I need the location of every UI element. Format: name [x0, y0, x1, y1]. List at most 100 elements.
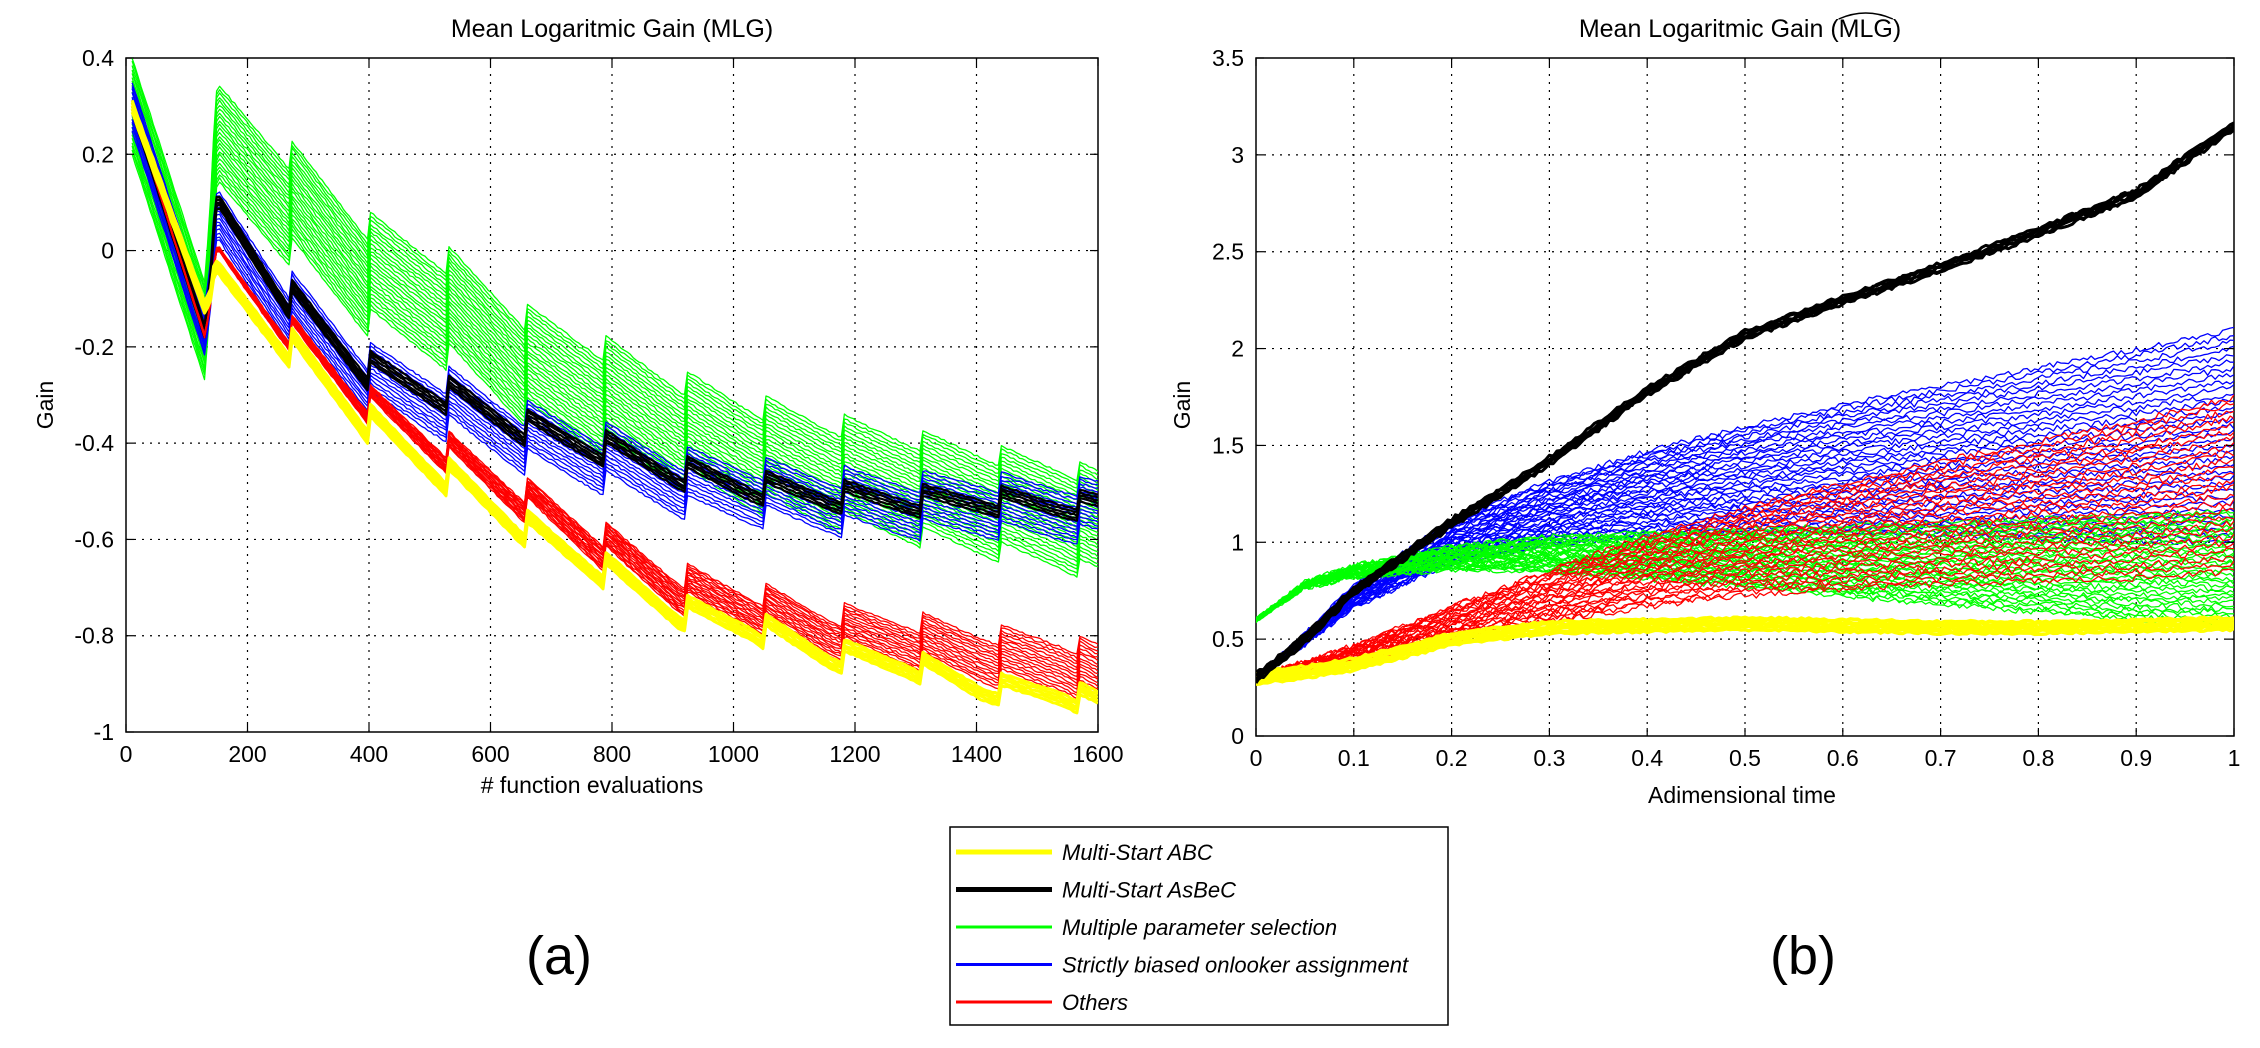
chart-b-series-line	[1256, 466, 2234, 680]
chart-b-series-line	[1256, 544, 2234, 623]
chart-b-series-line	[1256, 622, 2234, 682]
chart-a-series-line	[131, 131, 1098, 556]
chart-a-title: Mean Logaritmic Gain (MLG)	[451, 15, 773, 43]
chart-a-x-tick-label: 1400	[951, 741, 1002, 767]
chart-a-x-tick-label: 0	[120, 741, 133, 767]
chart-b-x-axis-label: Adimensional time	[1648, 782, 1836, 808]
chart-a-series-line	[131, 58, 1098, 482]
chart-b-y-tick-label: 2	[1231, 336, 1244, 362]
chart-b-x-tick-label: 0.1	[1338, 745, 1370, 771]
chart-b-series-line	[1256, 511, 2234, 621]
legend-entry-others: Others	[956, 990, 1128, 1015]
chart-b-series-line	[1256, 565, 2234, 626]
panel-label-a: (a)	[526, 926, 592, 986]
legend-label: Strictly biased onlooker assignment	[1062, 953, 1409, 978]
chart-a-series-line	[130, 108, 1098, 711]
chart-a-series-line	[131, 69, 1098, 494]
chart-a-series-line	[131, 88, 1098, 513]
chart-b-x-tick-label: 0.8	[2022, 745, 2054, 771]
chart-b-x-tick-label: 0.6	[1827, 745, 1859, 771]
chart-a-series-line	[131, 84, 1098, 510]
chart-b-series-line	[1256, 421, 2234, 679]
chart-b-series-line	[1256, 617, 2234, 677]
chart-a-series-line	[131, 112, 1098, 522]
chart-a-x-tick-label: 800	[593, 741, 631, 767]
chart-b: 0 0.1 0.2 0.3 0.4 0.5 0.6 0.7 0.8 0.9 1 3.5 3 2.5 2 1.5…	[1169, 12, 2240, 808]
chart-b-y-tick-label: 2.5	[1212, 239, 1244, 265]
chart-a-x-tick-label: 1200	[829, 741, 880, 767]
legend-entry-multi-start-asbec: Multi-Start AsBeC	[956, 878, 1236, 903]
chart-a-series-line	[131, 111, 1098, 528]
chart-a-series-line	[131, 91, 1098, 516]
chart-a-x-tick-label: 200	[228, 741, 266, 767]
chart-b-series-line	[1256, 615, 2234, 674]
chart-a-series-line	[131, 106, 1098, 517]
chart-b-series-line	[1256, 373, 2234, 679]
chart-a-series-line	[131, 65, 1098, 489]
chart-a-series-line	[131, 100, 1098, 525]
chart-a-y-tick-label: -1	[94, 719, 114, 745]
chart-a-y-tick-label: 0	[101, 238, 114, 264]
chart-b-y-tick-label: 0.5	[1212, 626, 1244, 652]
chart-a-y-tick-label: 0.2	[82, 141, 114, 167]
chart-b-x-tick-label: 0.4	[1631, 745, 1663, 771]
legend-entry-strictly-biased-onlooker-assignment: Strictly biased onlooker assignment	[956, 953, 1409, 978]
chart-b-x-tick-label: 1	[2228, 745, 2241, 771]
chart-a-series-line	[130, 99, 1098, 703]
legend-label: Multi-Start AsBeC	[1062, 878, 1236, 903]
chart-a-series-line	[131, 100, 1098, 511]
chart-b-series-line	[1256, 121, 2234, 674]
chart-a-series-line	[131, 122, 1098, 539]
chart-b-x-tick-label: 0.2	[1436, 745, 1468, 771]
chart-b-y-tick-label: 1	[1231, 529, 1244, 555]
chart-b-title-group: Mean Logaritmic Gain (MLG)	[1579, 12, 1901, 43]
chart-a-series-others	[131, 105, 1098, 703]
chart-a-series-line	[131, 60, 1098, 486]
chart-b-series-multi-start-abc	[1256, 615, 2234, 687]
chart-a-series-line	[131, 134, 1098, 559]
chart-b-x-tick-label: 0.7	[1925, 745, 1957, 771]
chart-b-series-line	[1256, 410, 2234, 677]
chart-a-series-line	[131, 127, 1098, 551]
legend-label: Multiple parameter selection	[1062, 915, 1337, 940]
chart-b-series-line	[1256, 431, 2234, 680]
chart-a-y-tick-label: -0.2	[74, 334, 114, 360]
chart-b-ticks: 0 0.1 0.2 0.3 0.4 0.5 0.6 0.7 0.8 0.9 1 3.5 3 2.5 2 1.5…	[1212, 45, 2240, 771]
chart-b-series-line	[1256, 493, 2234, 681]
chart-a-series-line	[131, 105, 1098, 655]
chart-a-series-line	[131, 114, 1098, 531]
chart-b-series-line	[1256, 479, 2234, 682]
chart-a-series-line	[131, 82, 1098, 498]
chart-b-series	[1256, 121, 2234, 687]
panel-label-b: (b)	[1770, 926, 1836, 986]
chart-b-x-tick-label: 0.3	[1533, 745, 1565, 771]
chart-b-x-tick-label: 0.9	[2120, 745, 2152, 771]
chart-a-series-multi-start-asbec	[131, 100, 1098, 522]
chart-a-series-line	[131, 73, 1098, 496]
legend: Multi-Start ABC Multi-Start AsBeC Multiple…	[949, 826, 1449, 1026]
chart-a-y-axis-label: Gain	[32, 381, 58, 430]
chart-b-y-axis-label: Gain	[1169, 381, 1195, 430]
chart-b-x-tick-label: 0	[1250, 745, 1263, 771]
chart-a-x-tick-label: 400	[350, 741, 388, 767]
chart-a-series-line	[131, 102, 1098, 513]
legend-label: Others	[1062, 990, 1128, 1015]
chart-b-series-line	[1256, 626, 2234, 687]
chart-a-x-axis-label: # function evaluations	[481, 772, 704, 798]
legend-entry-multiple-parameter-selection: Multiple parameter selection	[956, 915, 1337, 940]
chart-a-x-tick-label: 600	[471, 741, 509, 767]
chart-a-series-line	[131, 106, 1098, 678]
chart-b-x-tick-label: 0.5	[1729, 745, 1761, 771]
chart-b-series-line	[1256, 394, 2234, 680]
chart-a-series-line	[131, 80, 1098, 505]
chart-a-x-tick-label: 1000	[708, 741, 759, 767]
chart-a-series-line	[131, 112, 1098, 535]
legend-label: Multi-Start ABC	[1062, 840, 1213, 865]
legend-entry-multi-start-abc: Multi-Start ABC	[956, 840, 1213, 865]
chart-a-series-line	[131, 119, 1098, 535]
chart-a-series-line	[131, 123, 1098, 548]
chart-b-y-tick-label: 0	[1231, 723, 1244, 749]
chart-a-x-tick-label: 1600	[1072, 741, 1123, 767]
chart-a-series-line	[131, 86, 1098, 500]
chart-b-series-line	[1256, 122, 2234, 677]
